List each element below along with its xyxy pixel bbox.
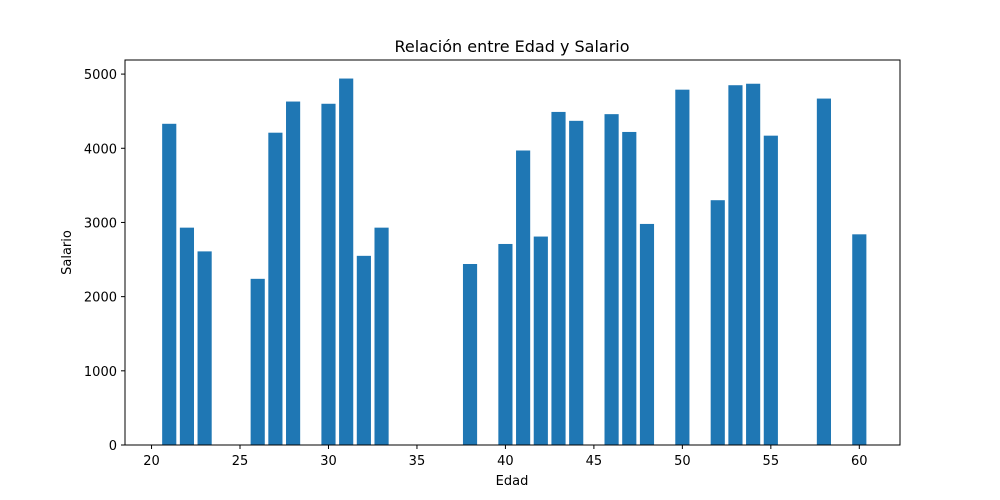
x-tick-label: 40 [497, 454, 514, 469]
bar-age-22 [179, 227, 195, 445]
bar-age-21 [162, 123, 177, 445]
bar-age-38 [462, 263, 478, 445]
bar-age-50 [675, 89, 690, 445]
y-tick-label: 0 [109, 439, 117, 454]
y-axis-label: Salario [60, 230, 75, 275]
y-axis-ticks: 0 1000 2000 3000 4000 5000 [84, 68, 125, 454]
bar-age-52 [710, 200, 725, 445]
bar-age-53 [728, 85, 743, 445]
y-tick-label: 4000 [84, 142, 117, 157]
y-tick-label: 3000 [84, 216, 117, 231]
bar-age-42 [533, 236, 548, 445]
x-tick-label: 25 [232, 454, 249, 469]
bar-age-40 [498, 243, 513, 445]
x-axis-label: Edad [496, 474, 529, 489]
x-tick-label: 45 [586, 454, 603, 469]
bars-group [162, 78, 867, 446]
x-axis-ticks: 20 25 30 35 40 45 50 55 60 [143, 445, 868, 469]
bar-age-43 [551, 111, 566, 445]
bar-age-23 [197, 251, 212, 445]
bar-age-46 [604, 114, 619, 445]
x-tick-label: 30 [320, 454, 337, 469]
bar-age-60 [852, 234, 867, 445]
y-tick-label: 5000 [84, 68, 117, 83]
bar-age-26 [250, 278, 265, 445]
bar-age-33 [374, 227, 389, 445]
y-tick-label: 1000 [84, 365, 117, 380]
plot-frame [124, 59, 901, 446]
x-tick-label: 55 [763, 454, 780, 469]
x-tick-label: 60 [851, 454, 868, 469]
bar-age-31 [339, 78, 354, 445]
bar-age-32 [356, 255, 371, 445]
bar-age-28 [286, 101, 301, 445]
chart-title: Relación entre Edad y Salario [394, 37, 629, 56]
bar-age-41 [516, 150, 531, 445]
x-tick-label: 50 [674, 454, 691, 469]
bar-age-48 [639, 223, 655, 445]
bar-age-44 [569, 120, 584, 445]
x-tick-label: 20 [143, 454, 160, 469]
bar-age-58 [816, 98, 831, 445]
bar-age-27 [268, 132, 283, 445]
bar-age-47 [622, 131, 637, 445]
bar-age-55 [763, 135, 778, 445]
bar-age-54 [746, 83, 761, 445]
bar-age-30 [321, 103, 336, 446]
y-tick-label: 2000 [84, 291, 117, 306]
x-tick-label: 35 [409, 454, 426, 469]
